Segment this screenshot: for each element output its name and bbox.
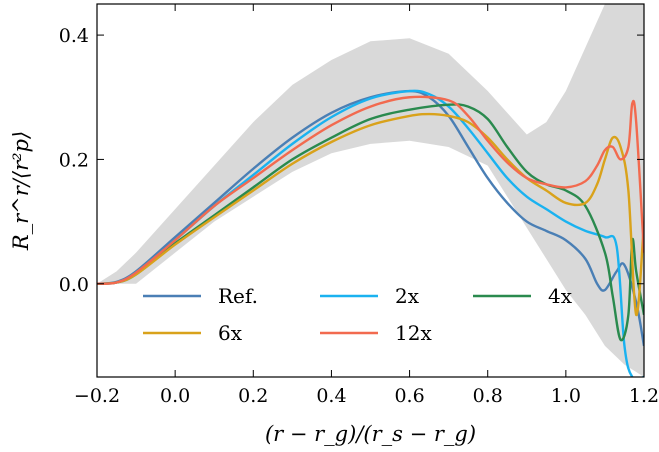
series-line-4x [97, 103, 644, 342]
x-tick-label: 1.2 [629, 385, 659, 407]
x-tick-label: −0.2 [74, 385, 120, 407]
tick-layer: −0.2 0.0 0.2 0.4 0.6 0.8 1.0 1.2 0.0 0.2 0.4 [59, 4, 659, 407]
legend: Ref. 2x 4x 6x 12x [143, 284, 573, 345]
legend-label: 12x [395, 321, 432, 345]
series-layer [97, 89, 644, 377]
series-line-12x [97, 95, 644, 285]
plot-frame [96, 3, 645, 378]
x-tick-label: 0.6 [394, 385, 424, 407]
legend-label: 6x [218, 321, 243, 345]
legend-label: 2x [395, 284, 420, 308]
uncertainty-band [97, 4, 644, 377]
x-tick-label: 1.0 [551, 385, 581, 407]
confidence-band-layer [97, 4, 644, 377]
x-tick-label: 0.0 [160, 385, 190, 407]
x-tick-label: 0.8 [473, 385, 503, 407]
series-line-ref [97, 89, 644, 347]
plot-frame-layer [96, 3, 645, 378]
x-tick-label: 0.4 [316, 385, 346, 407]
x-axis-label: (r − r_g)/(r_s − r_g) [265, 422, 476, 446]
y-tick-label: 0.2 [59, 149, 89, 171]
y-axis-label: R_r^r/⟨r²p⟩ [9, 131, 33, 251]
legend-label: Ref. [218, 284, 258, 308]
y-tick-label: 0.0 [59, 274, 89, 296]
series-line-6x [97, 112, 644, 317]
y-tick-label: 0.4 [59, 25, 89, 47]
legend-label: 4x [548, 284, 573, 308]
x-tick-label: 0.2 [238, 385, 268, 407]
